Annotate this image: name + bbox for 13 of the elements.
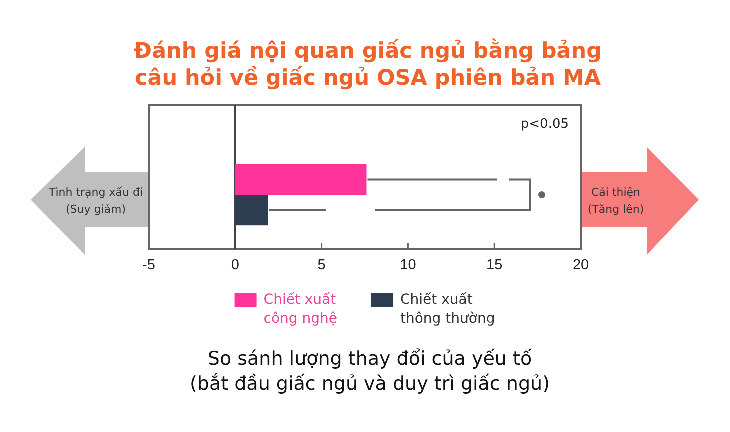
x-tick-label: 20 (572, 257, 590, 274)
text: So sánh lượng thay đổi của yếu tố (bắt đầu giấc ngủ và duy trì giấc ngủ) (190, 348, 550, 395)
x-tick-label: 10 (400, 257, 416, 274)
legend-label: Chiết xuất thông thường (400, 292, 496, 327)
text: Cải thiện (Tăng lên) (588, 186, 644, 216)
x-tick-label: 0 (231, 257, 240, 274)
chart-title: Đánh giá nội quan giấc ngủ bằng bảng câu hỏi về giấc ngủ OSA phiên bản MA (134, 38, 602, 91)
legend-label: Chiết xuất công nghệ (264, 292, 338, 327)
x-tick-label: -5 (142, 257, 156, 274)
annotation: p<0.05 (520, 117, 569, 132)
x-tick-label: 5 (318, 257, 326, 274)
text: Tình trạng xấu đi (Suy giảm) (48, 186, 143, 216)
x-tick-label: 15 (486, 257, 503, 274)
